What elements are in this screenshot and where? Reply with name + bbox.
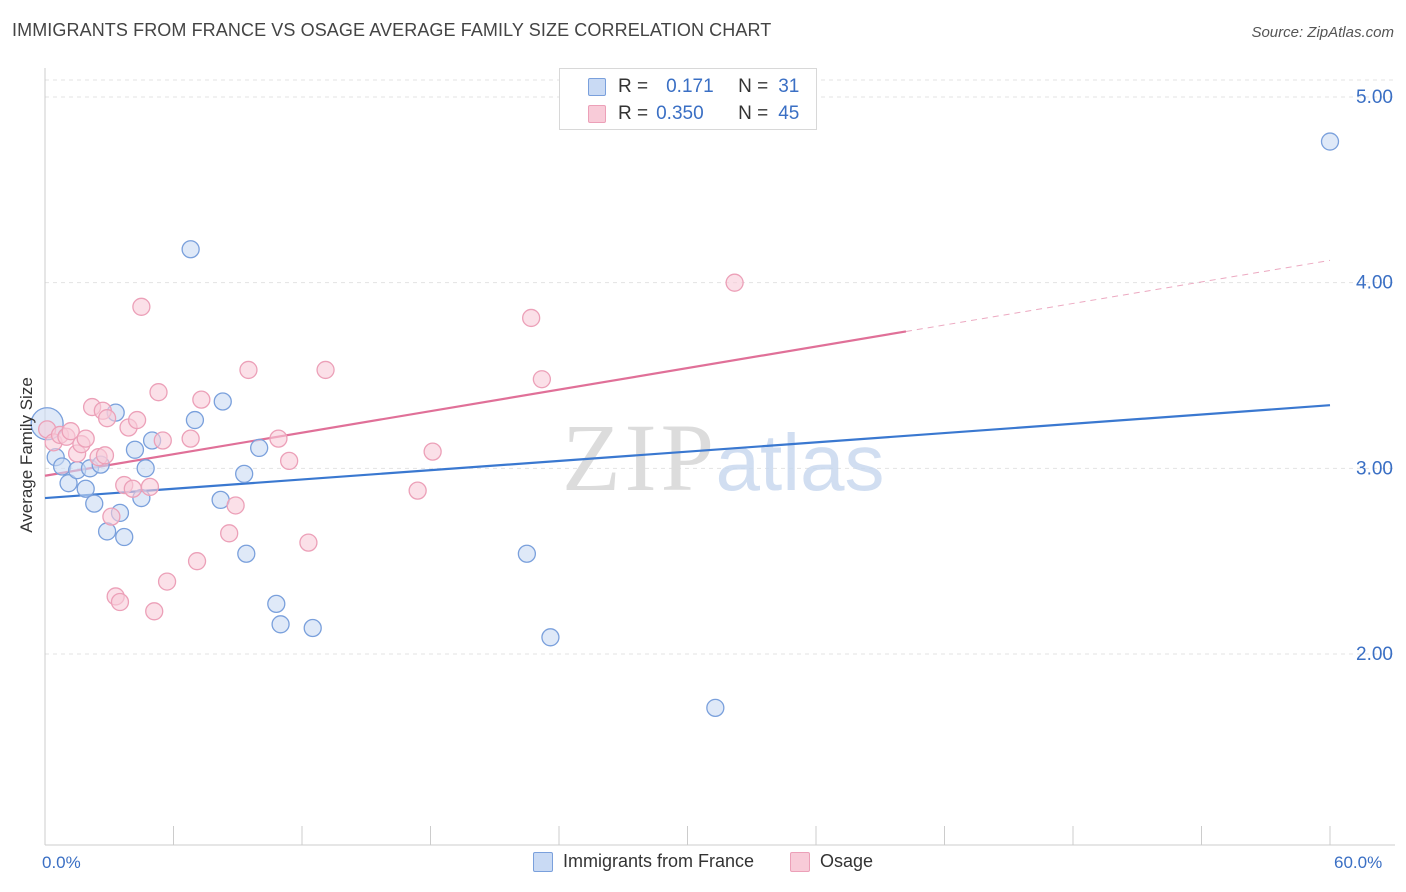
point-osage (127, 410, 147, 430)
legend-label-france: Immigrants from France (562, 851, 754, 871)
point-france (250, 438, 269, 458)
y-axis-label: Average Family Size (17, 377, 36, 533)
point-osage (97, 409, 117, 428)
point-france (237, 544, 256, 563)
x-min-label: 0.0% (42, 853, 81, 872)
point-france (1320, 132, 1340, 151)
point-osage (61, 422, 80, 441)
point-osage (192, 390, 211, 409)
stats-n-label: N = (738, 76, 769, 97)
point-osage (269, 429, 288, 448)
stats-r-value: 0.350 (656, 103, 704, 124)
stats-r-label: R = (618, 103, 649, 124)
legend-item-france: Immigrants from France (532, 851, 754, 872)
point-france (76, 479, 95, 498)
chart-title: IMMIGRANTS FROM FRANCE VS OSAGE AVERAGE … (12, 20, 772, 40)
point-osage (140, 477, 160, 497)
point-france (267, 594, 286, 614)
y-tick-label: 3.00 (1356, 458, 1393, 479)
point-osage (522, 308, 541, 328)
point-osage (532, 370, 552, 389)
trend-lines (44, 259, 1331, 500)
y-tick-label: 5.00 (1356, 87, 1393, 108)
point-france (85, 494, 104, 513)
stats-n-value: 31 (778, 76, 800, 97)
axes (44, 68, 1395, 846)
point-france (136, 459, 155, 478)
point-france (271, 615, 290, 634)
stats-n-label: N = (738, 103, 769, 124)
point-osage (123, 479, 142, 498)
y-tick-label: 4.00 (1356, 273, 1393, 294)
point-france (125, 440, 145, 459)
stats-r-value: 0.171 (666, 76, 714, 97)
point-osage (153, 431, 172, 450)
stats-n-value: 45 (778, 103, 800, 124)
legend: Immigrants from France Osage (0, 851, 1406, 872)
stats-swatch-osage (588, 105, 606, 123)
point-osage (95, 446, 115, 465)
point-france (235, 464, 254, 484)
point-france (52, 457, 72, 476)
point-osage (149, 383, 168, 402)
point-osage (102, 507, 121, 526)
point-osage (157, 572, 177, 591)
stats-row-osage: R = 0.350 N = 45 (560, 101, 799, 127)
point-osage (181, 429, 200, 448)
y-tick-labels: 2.00 3.00 4.00 5.00 (1356, 87, 1393, 665)
watermark: ZIP atlas (562, 404, 884, 511)
x-max-label: 60.0% (1334, 853, 1383, 872)
point-france (517, 544, 537, 563)
point-france (115, 527, 134, 547)
watermark-atlas: atlas (716, 418, 885, 507)
trend-line-1 (44, 330, 907, 477)
point-osage (239, 360, 258, 380)
point-osage (423, 442, 442, 461)
trend-line-ext-1 (905, 259, 1331, 332)
point-osage (299, 533, 318, 552)
point-osage (316, 360, 335, 380)
point-france (303, 618, 322, 638)
source-label: Source: ZipAtlas.com (1251, 24, 1394, 41)
point-france (541, 628, 560, 647)
point-osage (279, 451, 299, 471)
legend-label-osage: Osage (820, 851, 874, 871)
point-france (213, 392, 232, 411)
point-osage (226, 496, 245, 515)
point-osage (408, 481, 427, 500)
point-france (59, 474, 78, 493)
stats-row-france: R = 0.171 N = 31 (560, 74, 799, 100)
legend-item-osage: Osage (790, 851, 873, 872)
legend-swatch-france (532, 851, 553, 872)
point-france (185, 410, 205, 430)
trend-line-0 (44, 404, 1331, 500)
stats-r-label: R = (618, 76, 649, 97)
point-france (181, 240, 200, 259)
point-france (706, 698, 725, 717)
y-tick-label: 2.00 (1356, 644, 1393, 665)
point-osage (145, 602, 164, 621)
legend-swatch-osage (790, 851, 810, 872)
point-osage (132, 297, 151, 316)
point-osage (110, 592, 130, 612)
watermark-zip: ZIP (562, 404, 718, 511)
data-points (30, 132, 1340, 717)
point-osage (725, 273, 744, 292)
point-osage (76, 429, 95, 448)
point-osage (187, 552, 207, 571)
point-osage (220, 524, 239, 543)
stats-swatch-france (588, 78, 606, 96)
stats-box: R = 0.171 N = 31 R = 0.350 N = 45 (559, 68, 817, 130)
